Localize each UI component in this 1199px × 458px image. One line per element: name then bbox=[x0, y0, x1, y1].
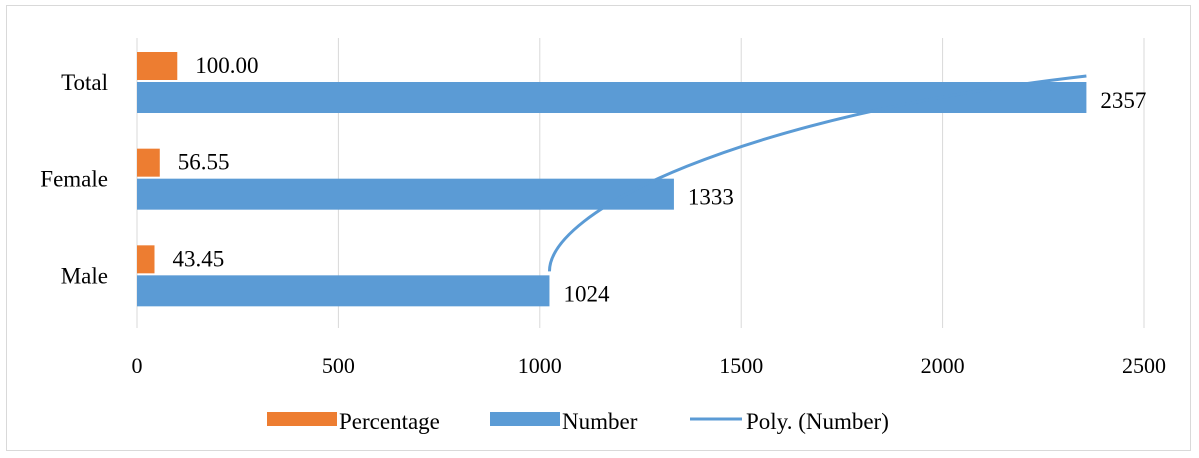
trendline-path bbox=[547, 74, 1087, 272]
trendline bbox=[547, 74, 1087, 272]
category-label: Female bbox=[40, 167, 108, 192]
legend-swatch bbox=[490, 412, 560, 426]
x-tick-label: 500 bbox=[322, 353, 355, 378]
data-label-number: 2357 bbox=[1100, 88, 1146, 113]
x-tick-label: 2500 bbox=[1122, 353, 1166, 378]
bars bbox=[137, 52, 1087, 307]
chart-frame bbox=[6, 5, 1191, 451]
data-label-percentage: 43.45 bbox=[173, 246, 225, 271]
legend-label: Poly. (Number) bbox=[746, 409, 889, 434]
legend-label: Number bbox=[562, 409, 638, 434]
legend: Percentage Number Poly. (Number) bbox=[267, 409, 889, 434]
data-label-number: 1024 bbox=[563, 281, 610, 306]
x-tick-label: 1500 bbox=[719, 353, 763, 378]
legend-label: Percentage bbox=[339, 409, 440, 434]
legend-swatch bbox=[267, 412, 337, 426]
bar-percentage bbox=[137, 52, 178, 80]
data-label-percentage: 56.55 bbox=[178, 150, 230, 175]
data-label-number: 1333 bbox=[688, 185, 734, 210]
x-tick-label: 0 bbox=[132, 353, 143, 378]
data-label-percentage: 100.00 bbox=[195, 53, 258, 78]
bar-number bbox=[137, 178, 674, 210]
category-label: Male bbox=[61, 263, 108, 288]
category-label: Total bbox=[61, 70, 108, 95]
bar-number bbox=[137, 275, 550, 307]
bar-percentage bbox=[137, 148, 160, 177]
bar-number bbox=[137, 82, 1087, 113]
x-tick-label: 2000 bbox=[921, 353, 965, 378]
x-tick-label: 1000 bbox=[518, 353, 562, 378]
labels: 0 500 1000 1500 2000 2500 Total 100.00 2357 Femal… bbox=[40, 53, 1166, 378]
bar-percentage bbox=[137, 245, 155, 274]
